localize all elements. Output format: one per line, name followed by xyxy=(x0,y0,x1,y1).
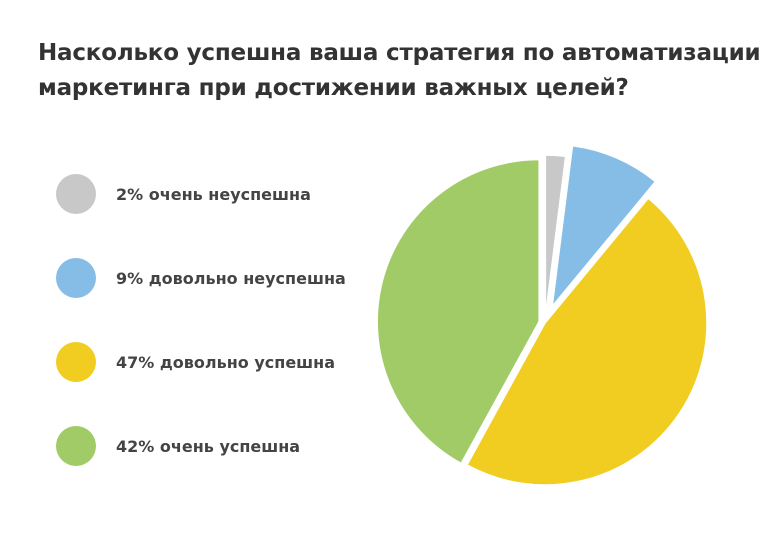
legend-label: 47% довольно успешна xyxy=(116,352,336,372)
pie-chart xyxy=(360,140,720,490)
slice-very-unsuccessful xyxy=(544,154,567,318)
chart-title-line-1: Насколько успешна ваша стратегия по авто… xyxy=(38,40,761,66)
legend-swatch xyxy=(56,342,96,382)
legend-item-very-successful: 42% очень успешна xyxy=(56,426,300,466)
legend: 2% очень неуспешна 9% довольно неуспешна… xyxy=(56,0,376,553)
legend-swatch xyxy=(56,426,96,466)
legend-item-very-unsuccessful: 2% очень неуспешна xyxy=(56,174,311,214)
slice-rather-unsuccessful xyxy=(551,144,657,309)
legend-item-rather-unsuccessful: 9% довольно неуспешна xyxy=(56,258,346,298)
legend-swatch xyxy=(56,174,96,214)
chart-title: Насколько успешна ваша стратегия по авто… xyxy=(38,36,761,106)
legend-swatch xyxy=(56,258,96,298)
legend-label: 42% очень успешна xyxy=(116,436,301,456)
pie-chart-svg xyxy=(376,144,708,486)
legend-label: 9% довольно неуспешна xyxy=(116,268,346,288)
chart-title-line-2: маркетинга при достижении важных целей? xyxy=(38,75,629,101)
slice-very-successful xyxy=(376,158,540,465)
slice-rather-successful xyxy=(465,197,708,486)
legend-item-rather-successful: 47% довольно успешна xyxy=(56,342,335,382)
legend-label: 2% очень неуспешна xyxy=(116,184,311,204)
